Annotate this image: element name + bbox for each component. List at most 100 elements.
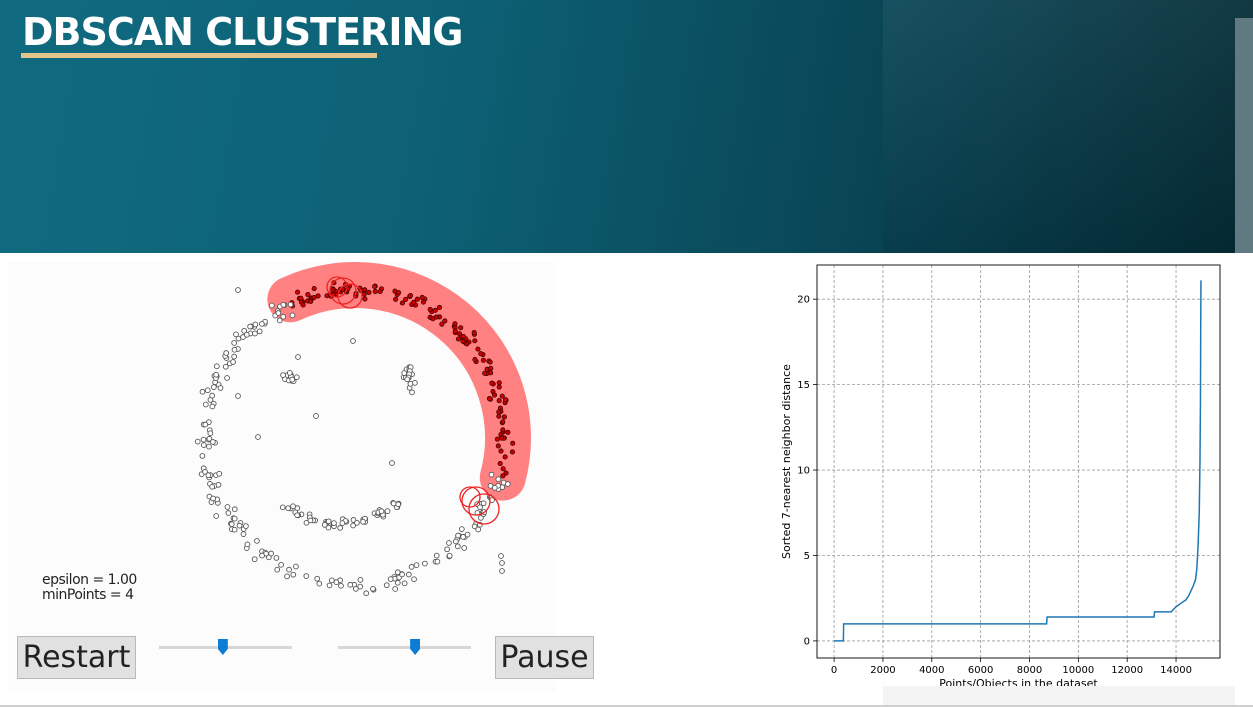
data-point [278, 561, 284, 568]
data-point [394, 569, 401, 576]
core-ring [459, 486, 481, 508]
cluster-point [311, 285, 317, 292]
cluster-point [442, 318, 448, 324]
data-point [394, 579, 401, 586]
epsilon-slider[interactable] [159, 637, 292, 657]
cluster-point [510, 440, 516, 446]
pause-button[interactable]: Pause [495, 636, 594, 679]
data-point [280, 313, 287, 320]
data-point [252, 330, 258, 337]
cluster-point [500, 419, 506, 425]
k-distance-chart: 0 2000 4000 6000 8000 10000 12000 14000 0 5 10 15 20… [780, 264, 1221, 690]
slider-thumb[interactable] [217, 639, 228, 655]
data-point [395, 501, 402, 508]
data-point [411, 576, 417, 583]
cluster-point [430, 316, 436, 322]
data-point [499, 560, 505, 566]
data-point [204, 387, 211, 394]
cluster-point [414, 296, 420, 302]
core-ring [461, 486, 491, 516]
cluster-point [487, 359, 493, 365]
cluster-point [396, 290, 402, 296]
data-point [446, 552, 453, 559]
data-point [280, 372, 286, 378]
data-point [478, 515, 484, 521]
data-point [207, 430, 214, 437]
data-point [333, 579, 340, 585]
data-point [392, 586, 399, 592]
data-point [293, 563, 299, 570]
data-point [259, 552, 265, 559]
cluster-point [464, 341, 470, 347]
data-point [231, 506, 238, 513]
data-point [224, 375, 230, 381]
data-point [405, 571, 412, 578]
data-point [357, 576, 364, 583]
cluster-point [488, 365, 494, 371]
core-ring [326, 276, 348, 298]
plot-frame [816, 264, 1221, 659]
cluster-point [500, 473, 506, 479]
data-point [235, 287, 241, 293]
cluster-point [436, 304, 443, 311]
x-tick-label: 2000 [870, 665, 895, 676]
data-point [284, 573, 290, 580]
data-point [350, 522, 356, 529]
data-point [338, 582, 344, 589]
data-point [314, 575, 321, 582]
x-tick-label: 10000 [1062, 665, 1094, 676]
slider-thumb[interactable] [410, 639, 421, 655]
data-point [354, 519, 360, 526]
restart-button[interactable]: Restart [17, 636, 136, 679]
y-axis-label: Sorted 7-nearest neighbor distance [780, 364, 793, 559]
data-point [495, 476, 502, 483]
data-point [268, 550, 274, 557]
cluster-point [420, 299, 426, 305]
data-point [350, 338, 356, 344]
cluster-point [500, 427, 506, 433]
core-ring [329, 277, 357, 305]
cluster-point [489, 380, 495, 386]
data-point [433, 552, 440, 559]
data-point [313, 413, 319, 419]
cluster-point [509, 449, 515, 455]
data-point [213, 371, 220, 378]
cluster-point [427, 306, 433, 312]
data-point [316, 580, 323, 587]
data-point [491, 485, 498, 491]
data-point [233, 331, 239, 338]
data-point [321, 521, 328, 528]
cluster-point [478, 351, 484, 357]
data-point [471, 523, 478, 530]
plot-background [817, 265, 1220, 658]
cluster-halo-arc [267, 262, 531, 501]
cluster-point [362, 296, 368, 302]
cluster-point [419, 294, 425, 300]
cluster-point [308, 298, 314, 305]
y-tick-label: 5 [804, 551, 810, 562]
cluster-point [501, 414, 507, 420]
header-panel [883, 0, 1253, 253]
cluster-point [300, 302, 306, 308]
cluster-point [480, 357, 486, 363]
data-point [475, 526, 482, 533]
data-point [231, 340, 237, 346]
y-tick-label: 20 [797, 295, 810, 306]
data-point [243, 331, 250, 338]
data-point [194, 438, 201, 445]
data-point [455, 532, 461, 539]
cluster-point [361, 291, 367, 297]
header-banner: DBSCAN CLUSTERING [0, 0, 1253, 253]
cluster-point [503, 470, 509, 476]
data-point [290, 503, 296, 510]
data-point [303, 573, 310, 579]
data-point [274, 566, 281, 573]
x-tick-label: 0 [831, 665, 837, 676]
data-point [434, 558, 441, 565]
cluster-point [439, 321, 445, 327]
cluster-point [458, 325, 464, 331]
data-point [331, 520, 337, 526]
minpoints-slider[interactable] [338, 637, 471, 657]
data-point [231, 526, 238, 533]
data-point [409, 389, 415, 396]
